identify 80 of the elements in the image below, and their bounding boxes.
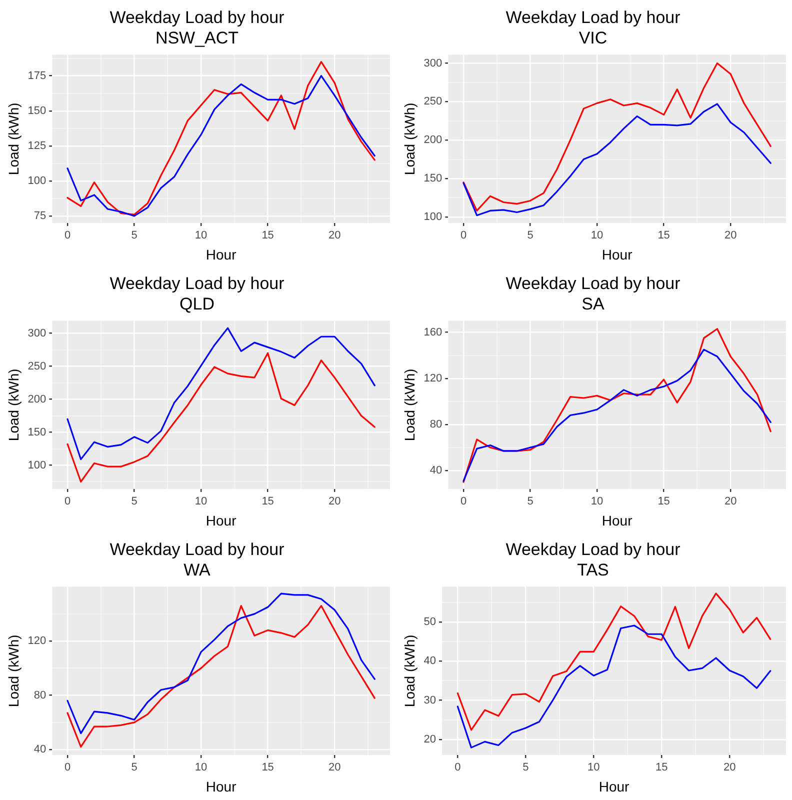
chart-title: Weekday Load by hour: [506, 8, 681, 27]
x-axis-title: Hour: [602, 246, 633, 262]
chart-title: Weekday Load by hour: [506, 540, 681, 559]
x-tick-label: 15: [262, 230, 274, 242]
y-tick-label: 80: [34, 689, 46, 702]
y-axis-title: Load (kWh): [401, 102, 418, 176]
x-tick-label: 10: [194, 230, 208, 242]
x-tick-label: 5: [527, 230, 534, 242]
y-tick-label: 100: [28, 174, 46, 187]
y-tick-label: 250: [424, 96, 442, 108]
x-tick-label: 0: [64, 230, 71, 242]
x-tick-label: 0: [64, 496, 71, 508]
x-tick-label: 20: [328, 230, 341, 242]
x-axis-title: Hour: [598, 778, 630, 794]
y-tick-label: 40: [34, 744, 46, 756]
chart-title: Weekday Load by hour: [506, 274, 681, 293]
x-tick-label: 10: [194, 762, 208, 774]
x-tick-label: 10: [588, 762, 600, 774]
y-tick-label: 100: [28, 459, 46, 472]
x-axis-title: Hour: [206, 512, 237, 528]
x-tick-label: 15: [655, 762, 668, 774]
x-tick-label: 15: [262, 496, 274, 508]
x-tick-label: 10: [590, 496, 604, 508]
y-tick-label: 300: [28, 327, 46, 340]
x-axis-title: Hour: [206, 246, 237, 262]
x-tick-label: 0: [460, 230, 467, 242]
x-tick-label: 15: [658, 230, 670, 242]
y-tick-label: 250: [28, 360, 46, 372]
x-tick-label: 0: [64, 762, 71, 774]
x-tick-label: 5: [131, 496, 138, 508]
y-tick-label: 160: [424, 326, 442, 338]
y-tick-label: 125: [28, 140, 46, 152]
y-tick-label: 175: [28, 70, 46, 82]
y-tick-label: 200: [424, 134, 442, 146]
y-tick-label: 120: [424, 372, 442, 384]
x-tick-label: 10: [194, 496, 208, 508]
chart-title: Weekday Load by hour: [110, 274, 285, 293]
chart-subtitle: QLD: [180, 294, 214, 314]
x-tick-label: 10: [590, 230, 604, 242]
x-tick-label: 0: [454, 762, 461, 774]
y-axis-title: Load (kWh): [5, 102, 22, 176]
y-tick-label: 120: [28, 635, 46, 648]
y-tick-label: 40: [430, 464, 442, 477]
x-tick-label: 20: [724, 230, 737, 242]
x-tick-label: 20: [328, 762, 341, 774]
chart-subtitle: VIC: [578, 28, 608, 48]
chart-subtitle: TAS: [577, 560, 609, 580]
x-axis-title: Hour: [206, 778, 237, 794]
y-tick-label: 80: [430, 418, 442, 431]
chart-title: Weekday Load by hour: [110, 540, 285, 559]
x-tick-label: 20: [724, 496, 737, 508]
x-tick-label: 5: [522, 762, 529, 774]
chart-subtitle: WA: [184, 560, 212, 580]
y-tick-label: 30: [424, 694, 436, 706]
y-axis-title: Load (kWh): [401, 368, 418, 442]
y-axis-title: Load (kWh): [5, 634, 22, 708]
x-tick-label: 15: [262, 762, 274, 774]
chart-subtitle: NSW_ACT: [155, 28, 239, 48]
y-tick-label: 100: [424, 210, 442, 223]
y-tick-label: 150: [28, 104, 46, 117]
x-axis-title: Hour: [602, 512, 633, 528]
chart-subtitle: SA: [582, 294, 605, 314]
x-tick-label: 5: [527, 496, 534, 508]
y-tick-label: 50: [424, 616, 436, 628]
x-tick-label: 20: [723, 762, 736, 774]
y-tick-label: 40: [424, 655, 436, 668]
chart-title: Weekday Load by hour: [110, 8, 285, 27]
x-tick-label: 20: [328, 496, 341, 508]
y-axis-title: Load (kWh): [401, 634, 418, 708]
y-tick-label: 300: [424, 57, 442, 70]
y-axis-title: Load (kWh): [5, 368, 22, 442]
x-tick-label: 5: [131, 762, 138, 774]
x-tick-label: 0: [460, 496, 467, 508]
y-tick-label: 150: [424, 172, 442, 184]
y-tick-label: 75: [34, 210, 46, 222]
y-tick-label: 200: [28, 393, 46, 406]
x-tick-label: 5: [131, 230, 138, 242]
x-tick-label: 15: [658, 496, 670, 508]
y-tick-label: 20: [424, 733, 436, 746]
y-tick-label: 150: [28, 426, 46, 438]
